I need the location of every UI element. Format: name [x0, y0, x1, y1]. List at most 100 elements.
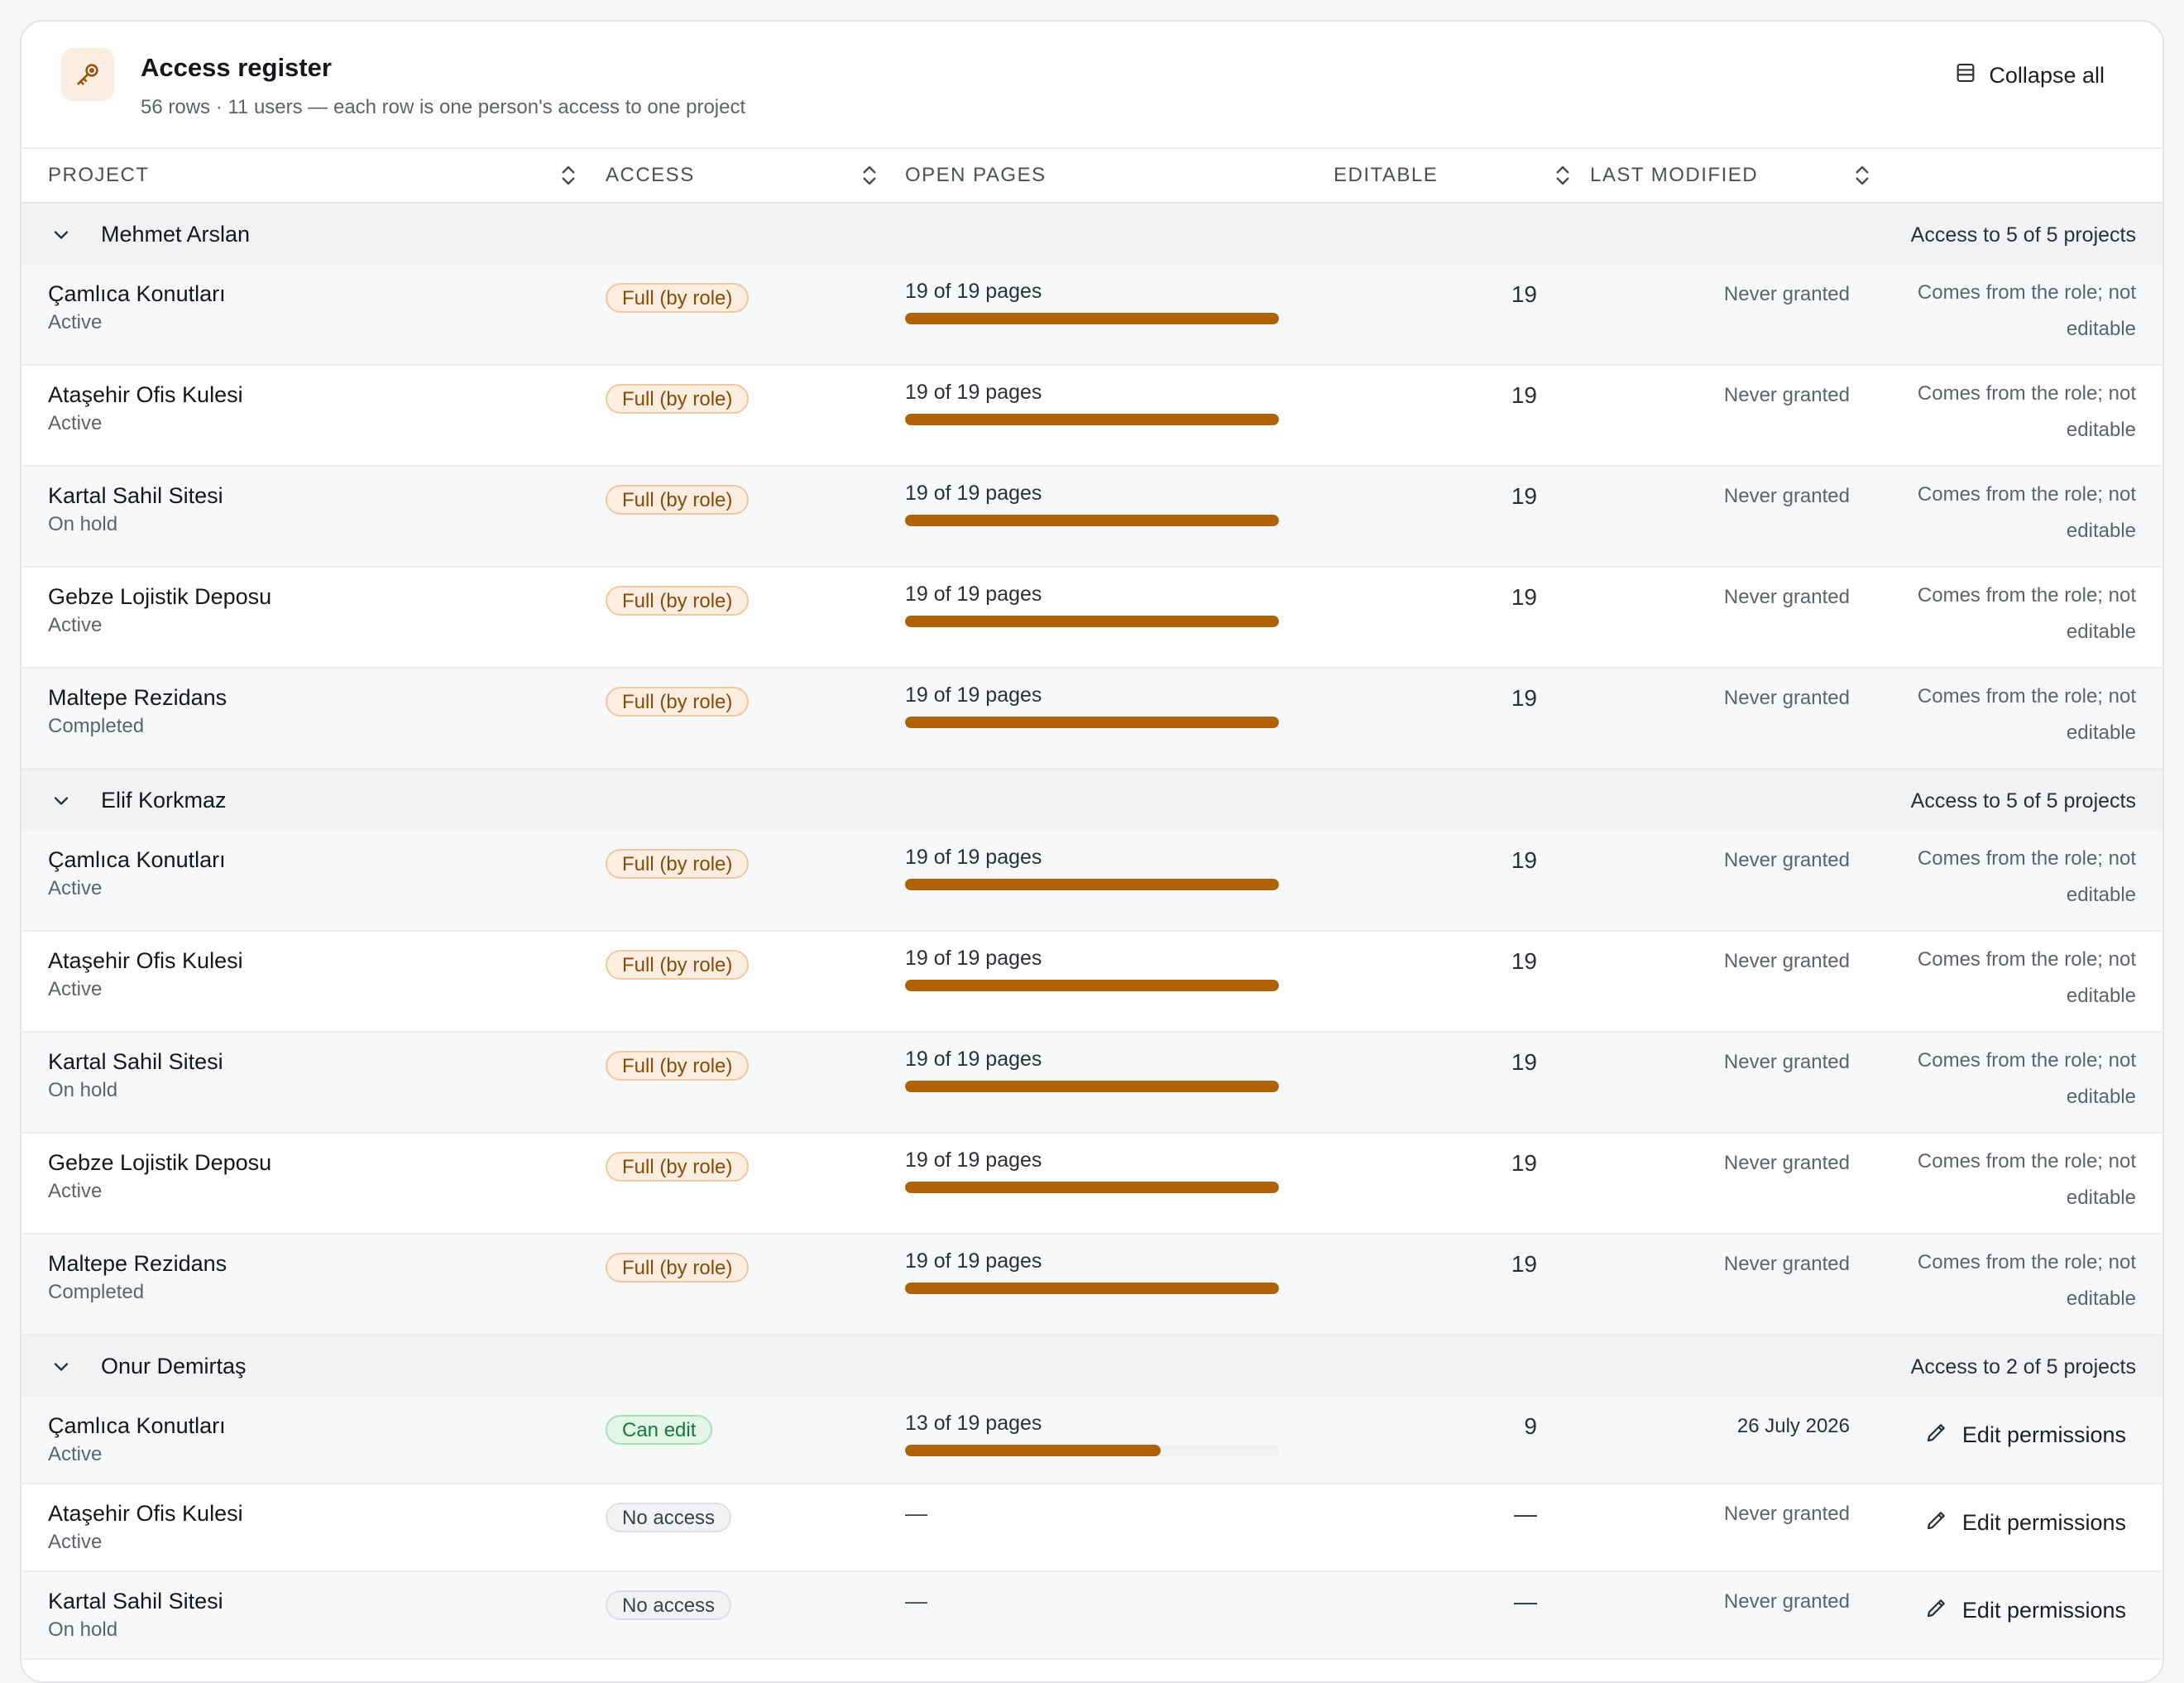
open-pages-progress-bar	[905, 1081, 1279, 1092]
project-name: Gebze Lojistik Deposu	[48, 584, 272, 609]
open-pages-label: 19 of 19 pages	[905, 280, 1042, 303]
sort-project-icon[interactable]	[556, 162, 581, 193]
open-pages-progress-bar	[905, 717, 1279, 728]
page-title: Access register	[141, 53, 332, 82]
edit-permissions-label: Edit permissions	[1961, 1598, 2126, 1623]
role-note: Comes from the role; not editable	[1917, 382, 2136, 441]
editable-count: 19	[1511, 1150, 1537, 1176]
chevron-down-icon[interactable]	[50, 223, 73, 251]
group-row[interactable]: Mehmet Arslan Access to 5 of 5 projects	[22, 204, 2162, 265]
table-body: Mehmet Arslan Access to 5 of 5 projects Ça…	[22, 204, 2162, 1660]
project-status: On hold	[48, 1618, 118, 1641]
last-modified: Never granted	[1723, 384, 1850, 406]
project-status: Completed	[48, 715, 145, 737]
edit-permissions-label: Edit permissions	[1961, 1422, 2126, 1447]
column-editable: EDITABLE	[1334, 164, 1439, 186]
open-pages-progress-fill	[905, 515, 1279, 526]
edit-permissions-label: Edit permissions	[1961, 1510, 2126, 1535]
open-pages-label: 19 of 19 pages	[905, 583, 1042, 606]
edit-permissions-button[interactable]: Edit permissions	[1924, 1420, 2126, 1450]
table-row: Kartal Sahil Sitesi On hold Full (by role)…	[22, 467, 2162, 568]
group-row[interactable]: Onur Demirtaş Access to 2 of 5 projects	[22, 1335, 2162, 1397]
open-pages-progress-bar	[905, 980, 1279, 991]
project-name: Ataşehir Ofis Kulesi	[48, 948, 243, 973]
card-header: Access register 56 rows · 11 users — eac…	[22, 22, 2162, 149]
editable-count: 9	[1524, 1413, 1537, 1439]
role-note: Comes from the role; not editable	[1917, 584, 2136, 643]
collapse-all-button[interactable]: Collapse all	[1954, 61, 2105, 90]
open-pages-progress-bar	[905, 414, 1279, 425]
table-row: Ataşehir Ofis Kulesi Active No access — — Nev…	[22, 1484, 2162, 1572]
sort-access-icon[interactable]	[857, 162, 882, 193]
open-pages-label: —	[905, 1501, 927, 1526]
sort-editable-icon[interactable]	[1550, 162, 1575, 193]
pencil-icon	[1924, 1420, 1949, 1450]
chevron-down-icon[interactable]	[50, 789, 73, 817]
access-badge: Full (by role)	[606, 1152, 750, 1182]
table-row: Kartal Sahil Sitesi On hold Full (by role)…	[22, 1033, 2162, 1134]
editable-count: 19	[1511, 281, 1537, 307]
column-header-row: PROJECT ACCESS OPEN PAGES EDITABLE LAST …	[22, 149, 2162, 204]
role-note: Comes from the role; not editable	[1917, 1049, 2136, 1108]
project-status: Active	[48, 1180, 103, 1202]
role-note: Comes from the role; not editable	[1917, 1150, 2136, 1209]
access-badge: Full (by role)	[606, 950, 750, 980]
role-note: Comes from the role; not editable	[1917, 1251, 2136, 1310]
access-register-card: Access register 56 rows · 11 users — eac…	[20, 20, 2164, 1683]
last-modified: Never granted	[1723, 485, 1850, 507]
table-row: Maltepe Rezidans Completed Full (by role) 1…	[22, 669, 2162, 770]
project-status: Active	[48, 978, 103, 1000]
group-row[interactable]: Elif Korkmaz Access to 5 of 5 projects	[22, 770, 2162, 831]
edit-permissions-button[interactable]: Edit permissions	[1924, 1595, 2126, 1626]
open-pages-progress-bar	[905, 616, 1279, 627]
open-pages-progress-fill	[905, 717, 1279, 728]
group-user-name: Elif Korkmaz	[101, 788, 227, 813]
edit-permissions-button[interactable]: Edit permissions	[1924, 1508, 2126, 1538]
last-modified: Never granted	[1723, 1253, 1850, 1275]
group-access-count: Access to 2 of 5 projects	[1910, 1355, 2136, 1379]
open-pages-label: 19 of 19 pages	[905, 1148, 1042, 1172]
editable-count: —	[1514, 1501, 1537, 1527]
open-pages-progress-bar	[905, 515, 1279, 526]
table-row: Gebze Lojistik Deposu Active Full (by role…	[22, 1134, 2162, 1235]
column-last-modified: LAST MODIFIED	[1590, 164, 1759, 186]
open-pages-label: 19 of 19 pages	[905, 1048, 1042, 1071]
editable-count: 19	[1511, 584, 1537, 610]
access-badge: Full (by role)	[606, 485, 750, 515]
table-icon	[1954, 61, 1977, 90]
last-modified: Never granted	[1723, 1152, 1850, 1174]
access-badge: Full (by role)	[606, 687, 750, 717]
table-row: Gebze Lojistik Deposu Active Full (by role…	[22, 568, 2162, 669]
table-row: Maltepe Rezidans Completed Full (by role) 1…	[22, 1235, 2162, 1335]
open-pages-label: 19 of 19 pages	[905, 683, 1042, 707]
sort-last-modified-icon[interactable]	[1850, 162, 1875, 193]
project-name: Ataşehir Ofis Kulesi	[48, 1501, 243, 1526]
open-pages-progress-fill	[905, 1081, 1279, 1092]
table-row: Kartal Sahil Sitesi On hold No access — — Nev…	[22, 1572, 2162, 1660]
column-open-pages: OPEN PAGES	[905, 164, 1046, 186]
role-note: Comes from the role; not editable	[1917, 483, 2136, 542]
project-status: Active	[48, 412, 103, 434]
open-pages-label: 19 of 19 pages	[905, 482, 1042, 505]
collapse-all-label: Collapse all	[1989, 63, 2105, 88]
open-pages-progress-fill	[905, 1182, 1279, 1193]
project-name: Gebze Lojistik Deposu	[48, 1150, 272, 1175]
project-status: Completed	[48, 1281, 145, 1303]
project-name: Çamlıca Konutları	[48, 847, 226, 872]
role-note: Comes from the role; not editable	[1917, 847, 2136, 906]
table-row: Ataşehir Ofis Kulesi Active Full (by role)…	[22, 366, 2162, 467]
table-row: Çamlıca Konutları Active Full (by role) 19 …	[22, 265, 2162, 366]
editable-count: 19	[1511, 685, 1537, 711]
access-badge: Full (by role)	[606, 849, 750, 879]
chevron-down-icon[interactable]	[50, 1355, 73, 1383]
table-row: Ataşehir Ofis Kulesi Active Full (by role)…	[22, 932, 2162, 1033]
pencil-icon	[1924, 1595, 1949, 1626]
page-subtitle: 56 rows · 11 users — each row is one per…	[141, 96, 746, 118]
open-pages-label: 19 of 19 pages	[905, 1249, 1042, 1273]
open-pages-progress-bar	[905, 1182, 1279, 1193]
open-pages-progress-fill	[905, 1445, 1161, 1456]
open-pages-progress-bar	[905, 1445, 1279, 1456]
group-access-count: Access to 5 of 5 projects	[1910, 223, 2136, 247]
project-status: On hold	[48, 513, 118, 535]
table-row: Çamlıca Konutları Active Full (by role) 19 …	[22, 831, 2162, 932]
